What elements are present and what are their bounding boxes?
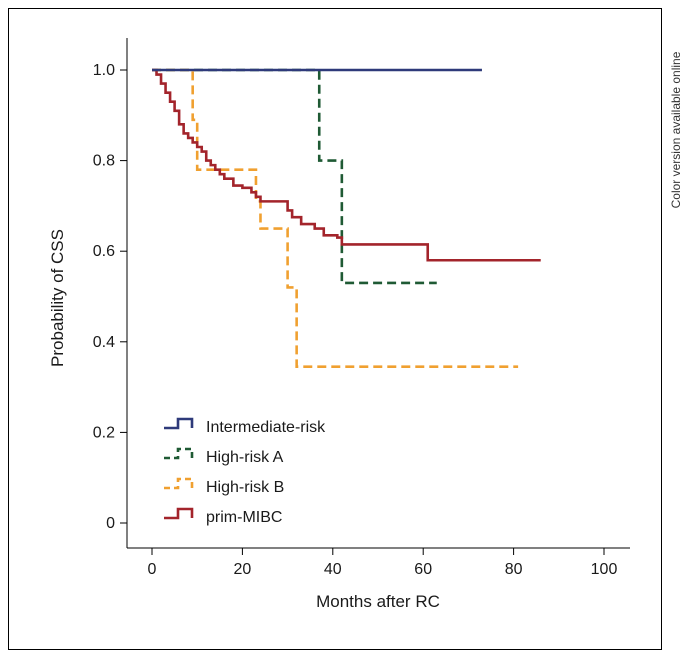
y-tick-label: 1.0 [93,62,115,79]
x-tick-label: 80 [505,561,523,578]
y-tick-label: 0 [106,515,115,532]
series-line-2 [152,68,519,369]
x-tick-label: 0 [148,561,157,578]
legend-label-2: High-risk B [206,479,284,496]
legend-label-1: High-risk A [206,449,284,466]
legend-swatch-3 [164,507,194,520]
y-tick-label: 0.4 [93,334,115,351]
y-axis-label: Probability of CSS [48,229,67,367]
x-tick-label: 40 [324,561,342,578]
x-tick-label: 60 [414,561,432,578]
legend: Intermediate-risk High-risk A High-risk B p… [164,417,326,526]
y-tick-label: 0.2 [93,424,115,441]
legend-label-0: Intermediate-risk [206,419,326,436]
curves [152,68,541,369]
legend-swatch-1 [164,447,194,460]
x-axis-label: Months after RC [316,592,440,611]
legend-label-3: prim-MIBC [206,509,282,526]
y-tick-label: 0.6 [93,243,115,260]
figure-frame [8,8,662,650]
series-line-1 [152,68,437,285]
x-tick-label: 20 [234,561,252,578]
axes: 0 0.2 0.4 0.6 0.8 1.0 0 20 40 60 80 100 [93,38,630,578]
series-line-3 [152,68,541,262]
legend-swatch-0 [164,417,194,430]
x-tick-label: 100 [591,561,618,578]
legend-swatch-2 [164,477,194,490]
y-tick-label: 0.8 [93,153,115,170]
